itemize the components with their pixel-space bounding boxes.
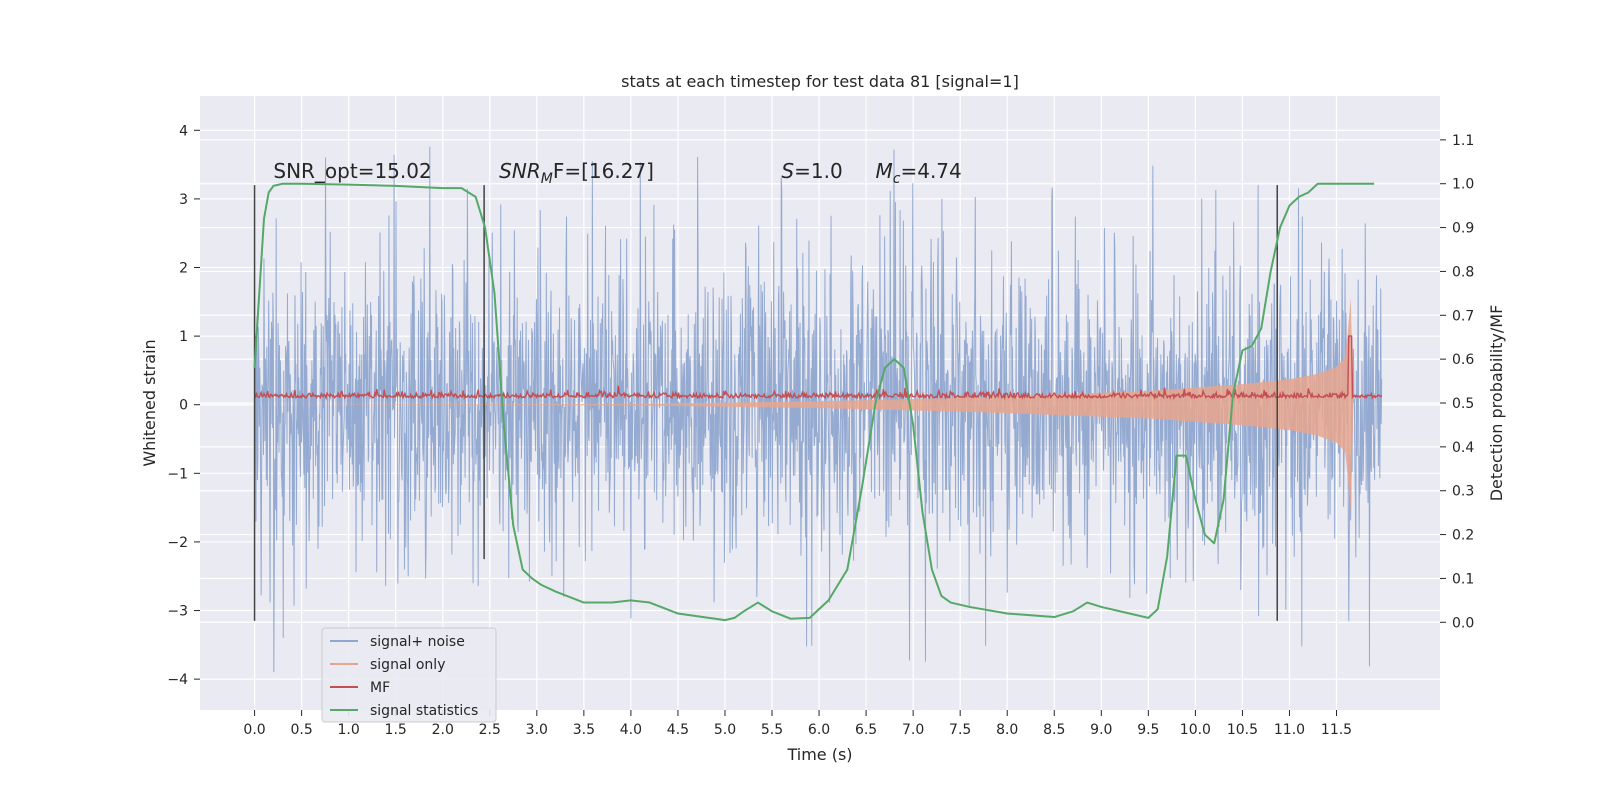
annotation-2: S=1.0	[781, 159, 842, 183]
x-tick-label: 4.0	[620, 722, 642, 738]
x-tick-label: 6.0	[808, 722, 830, 738]
x-tick-label: 4.5	[667, 722, 689, 738]
y-right-tick-label: 0.9	[1452, 221, 1474, 237]
y-tick-label: −1	[167, 466, 188, 482]
x-tick-label: 11.5	[1321, 722, 1352, 738]
annotation-1: SNRMF=[16.27]	[499, 159, 654, 187]
y-tick-label: 4	[179, 123, 188, 139]
x-tick-label: 9.0	[1090, 722, 1112, 738]
x-tick-label: 11.0	[1274, 722, 1305, 738]
series-signal-only	[254, 297, 1354, 512]
legend-entry: MF	[370, 680, 390, 696]
y-tick-label: −2	[167, 535, 188, 551]
annotations: SNR_opt=15.02 SNRMF=[16.27] S=1.0 Mc=4.74	[273, 159, 961, 187]
data-layer	[253, 146, 1383, 673]
x-tick-label: 7.0	[902, 722, 924, 738]
series-mf	[254, 335, 1383, 401]
x-tick-label: 10.5	[1227, 722, 1258, 738]
y-tick-label: 0	[179, 398, 188, 414]
y-right-axis-label: Detection probability/MF	[1487, 305, 1506, 502]
y-right-tick-label: 0.0	[1452, 615, 1474, 631]
x-axis-label: Time (s)	[786, 745, 852, 764]
x-tick-label: 6.5	[855, 722, 877, 738]
y-right-tick-label: 0.2	[1452, 528, 1474, 544]
x-tick-label: 8.5	[1043, 722, 1065, 738]
x-tick-label: 1.5	[385, 722, 407, 738]
x-tick-label: 9.5	[1137, 722, 1159, 738]
x-tick-label: 7.5	[949, 722, 971, 738]
y-right-tick-label: 0.4	[1452, 440, 1474, 456]
legend-entry: signal only	[370, 657, 445, 673]
legend-box	[321, 627, 497, 723]
y-tick-label: 3	[179, 192, 188, 208]
x-tick-label: 8.0	[996, 722, 1018, 738]
y-right-tick-label: 0.3	[1452, 484, 1474, 500]
y-right-tick-label: 0.7	[1452, 308, 1474, 324]
x-tick-label: 2.0	[432, 722, 454, 738]
y-tick-label: −4	[167, 672, 188, 688]
chart-title: stats at each timestep for test data 81 …	[621, 72, 1019, 91]
y-right-tick-label: 1.1	[1452, 133, 1474, 149]
x-tick-label: 0.5	[290, 722, 312, 738]
y-tick-label: 2	[179, 261, 188, 277]
x-tick-label: 10.0	[1180, 722, 1211, 738]
x-tick-label: 2.5	[479, 722, 501, 738]
x-tick-label: 5.0	[714, 722, 736, 738]
legend-entry: signal+ noise	[370, 634, 465, 650]
x-tick-label: 0.0	[243, 722, 265, 738]
legend-entry: signal statistics	[370, 703, 478, 719]
y-tick-label: 1	[179, 329, 188, 345]
y-right-tick-label: 0.5	[1452, 396, 1474, 412]
x-tick-label: 3.0	[526, 722, 548, 738]
y-right-tick-label: 1.0	[1452, 177, 1474, 193]
x-tick-label: 1.0	[338, 722, 360, 738]
legend: signal+ noise signal only MF signal statist…	[321, 627, 497, 723]
series-signal-statistics	[253, 182, 1375, 622]
y-right-tick-label: 0.1	[1452, 571, 1474, 587]
y-tick-label: −3	[167, 604, 188, 620]
x-tick-label: 5.5	[761, 722, 783, 738]
y-axis-label: Whitened strain	[140, 339, 159, 466]
annotation-3: Mc=4.74	[876, 159, 962, 187]
y-right-tick-label: 0.8	[1452, 264, 1474, 280]
x-tick-label: 3.5	[573, 722, 595, 738]
axes-layer: 0.0 0.5 1.0 1.5 2.0 2.5 3.0 3.5 4.0 4.5 5.0 5.5 6.0 6…	[167, 123, 1474, 738]
y-right-tick-label: 0.6	[1452, 352, 1474, 368]
annotation-0: SNR_opt=15.02	[273, 159, 431, 183]
